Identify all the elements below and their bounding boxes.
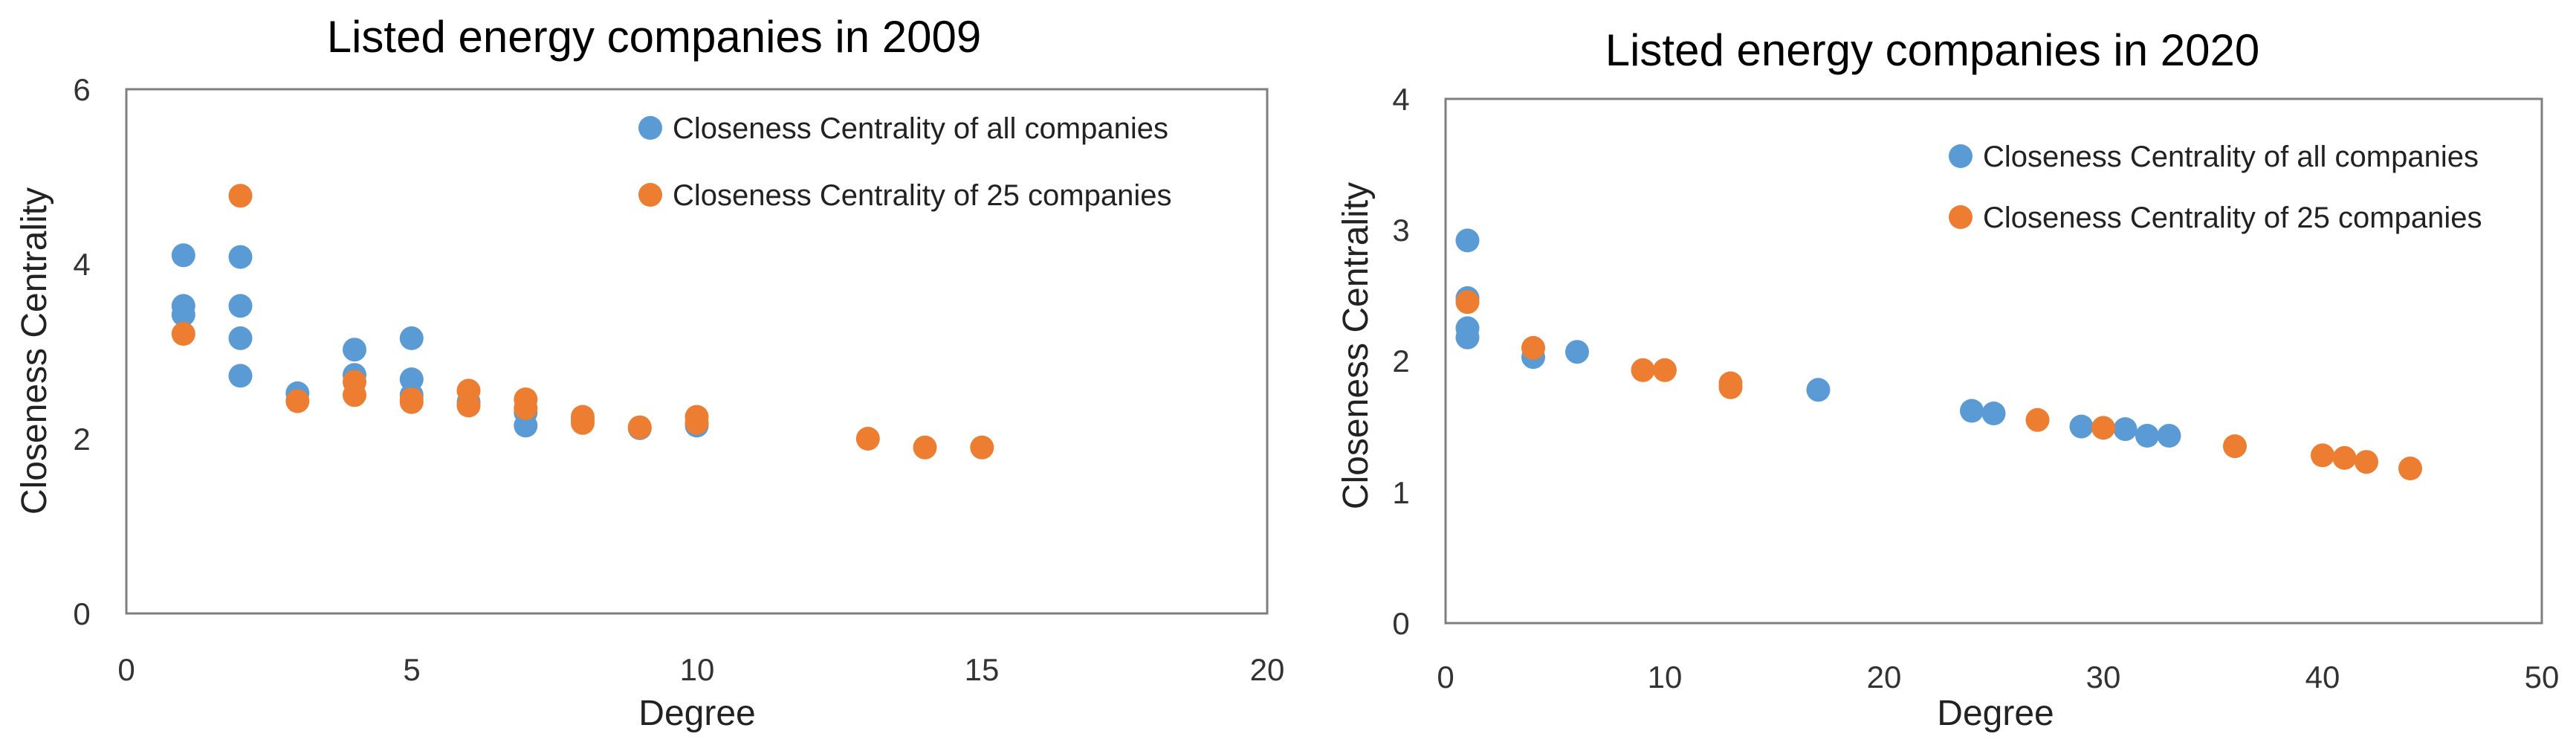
point-all-companies [228,326,253,350]
y-tick-label: 2 [73,422,90,457]
x-tick-labels: 0 10 20 30 40 50 [1437,660,2559,694]
x-tick-label: 0 [1437,660,1454,694]
legend-marker-25 [638,183,662,207]
y-tick-label: 1 [1392,475,1409,510]
x-tick-label: 5 [403,652,420,687]
point-all-companies [1455,325,1480,349]
legend-marker-all [638,116,662,140]
point-all-companies [228,245,253,269]
point-all-companies [2135,424,2159,448]
x-tick-label: 30 [2086,660,2121,694]
plot-area-frame [125,88,1269,615]
legend-label-all: Closeness Centrality of all companies [1983,141,2479,173]
point-all-companies [1960,399,1984,423]
y-tick-label: 2 [1392,344,1409,378]
y-axis-label: Closeness Centrality [15,187,54,515]
x-tick-label: 50 [2525,660,2560,694]
point-25-companies [685,410,709,435]
point-25-companies [627,415,652,439]
point-all-companies [399,326,424,350]
point-all-companies [2157,424,2181,448]
point-25-companies [855,427,880,451]
point-all-companies [171,243,195,268]
point-all-companies [1455,228,1480,253]
y-tick-label: 3 [1392,213,1409,248]
x-tick-label: 10 [680,652,715,687]
legend: Closeness Centrality of all companies Cl… [638,112,1171,212]
point-25-companies [399,390,424,414]
point-25-companies [913,435,937,460]
point-25-companies [1521,335,1545,360]
x-tick-label: 40 [2305,660,2340,694]
point-25-companies [514,396,538,420]
point-25-companies [2223,434,2247,459]
point-all-companies [171,303,195,327]
point-25-companies [171,322,195,346]
x-tick-label: 15 [965,652,1000,687]
x-tick-label: 20 [1250,652,1285,687]
y-tick-label: 6 [73,72,90,107]
data-points [1455,228,2422,480]
point-all-companies [343,338,366,362]
y-tick-label: 0 [73,596,90,631]
point-25-companies [571,410,595,435]
x-tick-label: 20 [1867,660,1902,694]
y-axis-label: Closeness Centrality [1336,182,1376,509]
data-points [171,184,994,460]
point-25-companies [2025,407,2050,432]
legend-label-25: Closeness Centrality of 25 companies [1983,202,2482,234]
legend: Closeness Centrality of all companies Cl… [1949,141,2482,234]
y-tick-label: 0 [1392,606,1409,641]
point-25-companies [2311,443,2334,468]
point-all-companies [1565,340,1589,364]
point-25-companies [2398,457,2422,480]
chart-2020: Listed energy companies in 2020 0 1 2 3 … [1336,25,2559,733]
point-all-companies [1981,402,2006,425]
point-all-companies [1806,378,1831,402]
legend-marker-25 [1949,205,1973,229]
y-tick-label: 4 [1392,82,1409,117]
point-25-companies [2355,450,2378,474]
y-tick-labels: 0 2 4 6 [73,72,90,631]
point-25-companies [2332,445,2357,470]
point-25-companies [970,435,994,460]
x-tick-label: 10 [1648,660,1683,694]
plot-area-frame [1444,97,2543,625]
point-25-companies [285,389,310,413]
point-all-companies [514,413,538,438]
point-25-companies [1455,290,1480,315]
legend-label-25: Closeness Centrality of 25 companies [673,179,1171,212]
x-axis-label: Degree [1937,694,2054,733]
point-all-companies [2113,417,2138,442]
x-tick-labels: 0 5 10 15 20 [117,652,1284,687]
x-tick-label: 0 [117,652,135,687]
point-all-companies [2069,414,2094,439]
point-25-companies [1718,375,1743,399]
point-25-companies [2091,416,2115,440]
y-tick-labels: 0 1 2 3 4 [1392,82,1409,641]
point-all-companies [228,364,253,388]
point-25-companies [456,393,481,418]
point-all-companies [228,294,253,318]
chart-title: Listed energy companies in 2009 [327,12,982,62]
point-25-companies [343,383,366,407]
legend-marker-all [1949,144,1973,168]
legend-label-all: Closeness Centrality of all companies [673,112,1168,145]
chart-2009: Listed energy companies in 2009 0 2 4 6 … [15,12,1284,733]
chart-title: Listed energy companies in 2020 [1605,25,2260,75]
point-25-companies [1631,358,1655,382]
point-25-companies [1653,358,1677,382]
x-axis-label: Degree [638,694,755,733]
point-25-companies [228,184,253,208]
y-tick-label: 4 [73,247,90,282]
